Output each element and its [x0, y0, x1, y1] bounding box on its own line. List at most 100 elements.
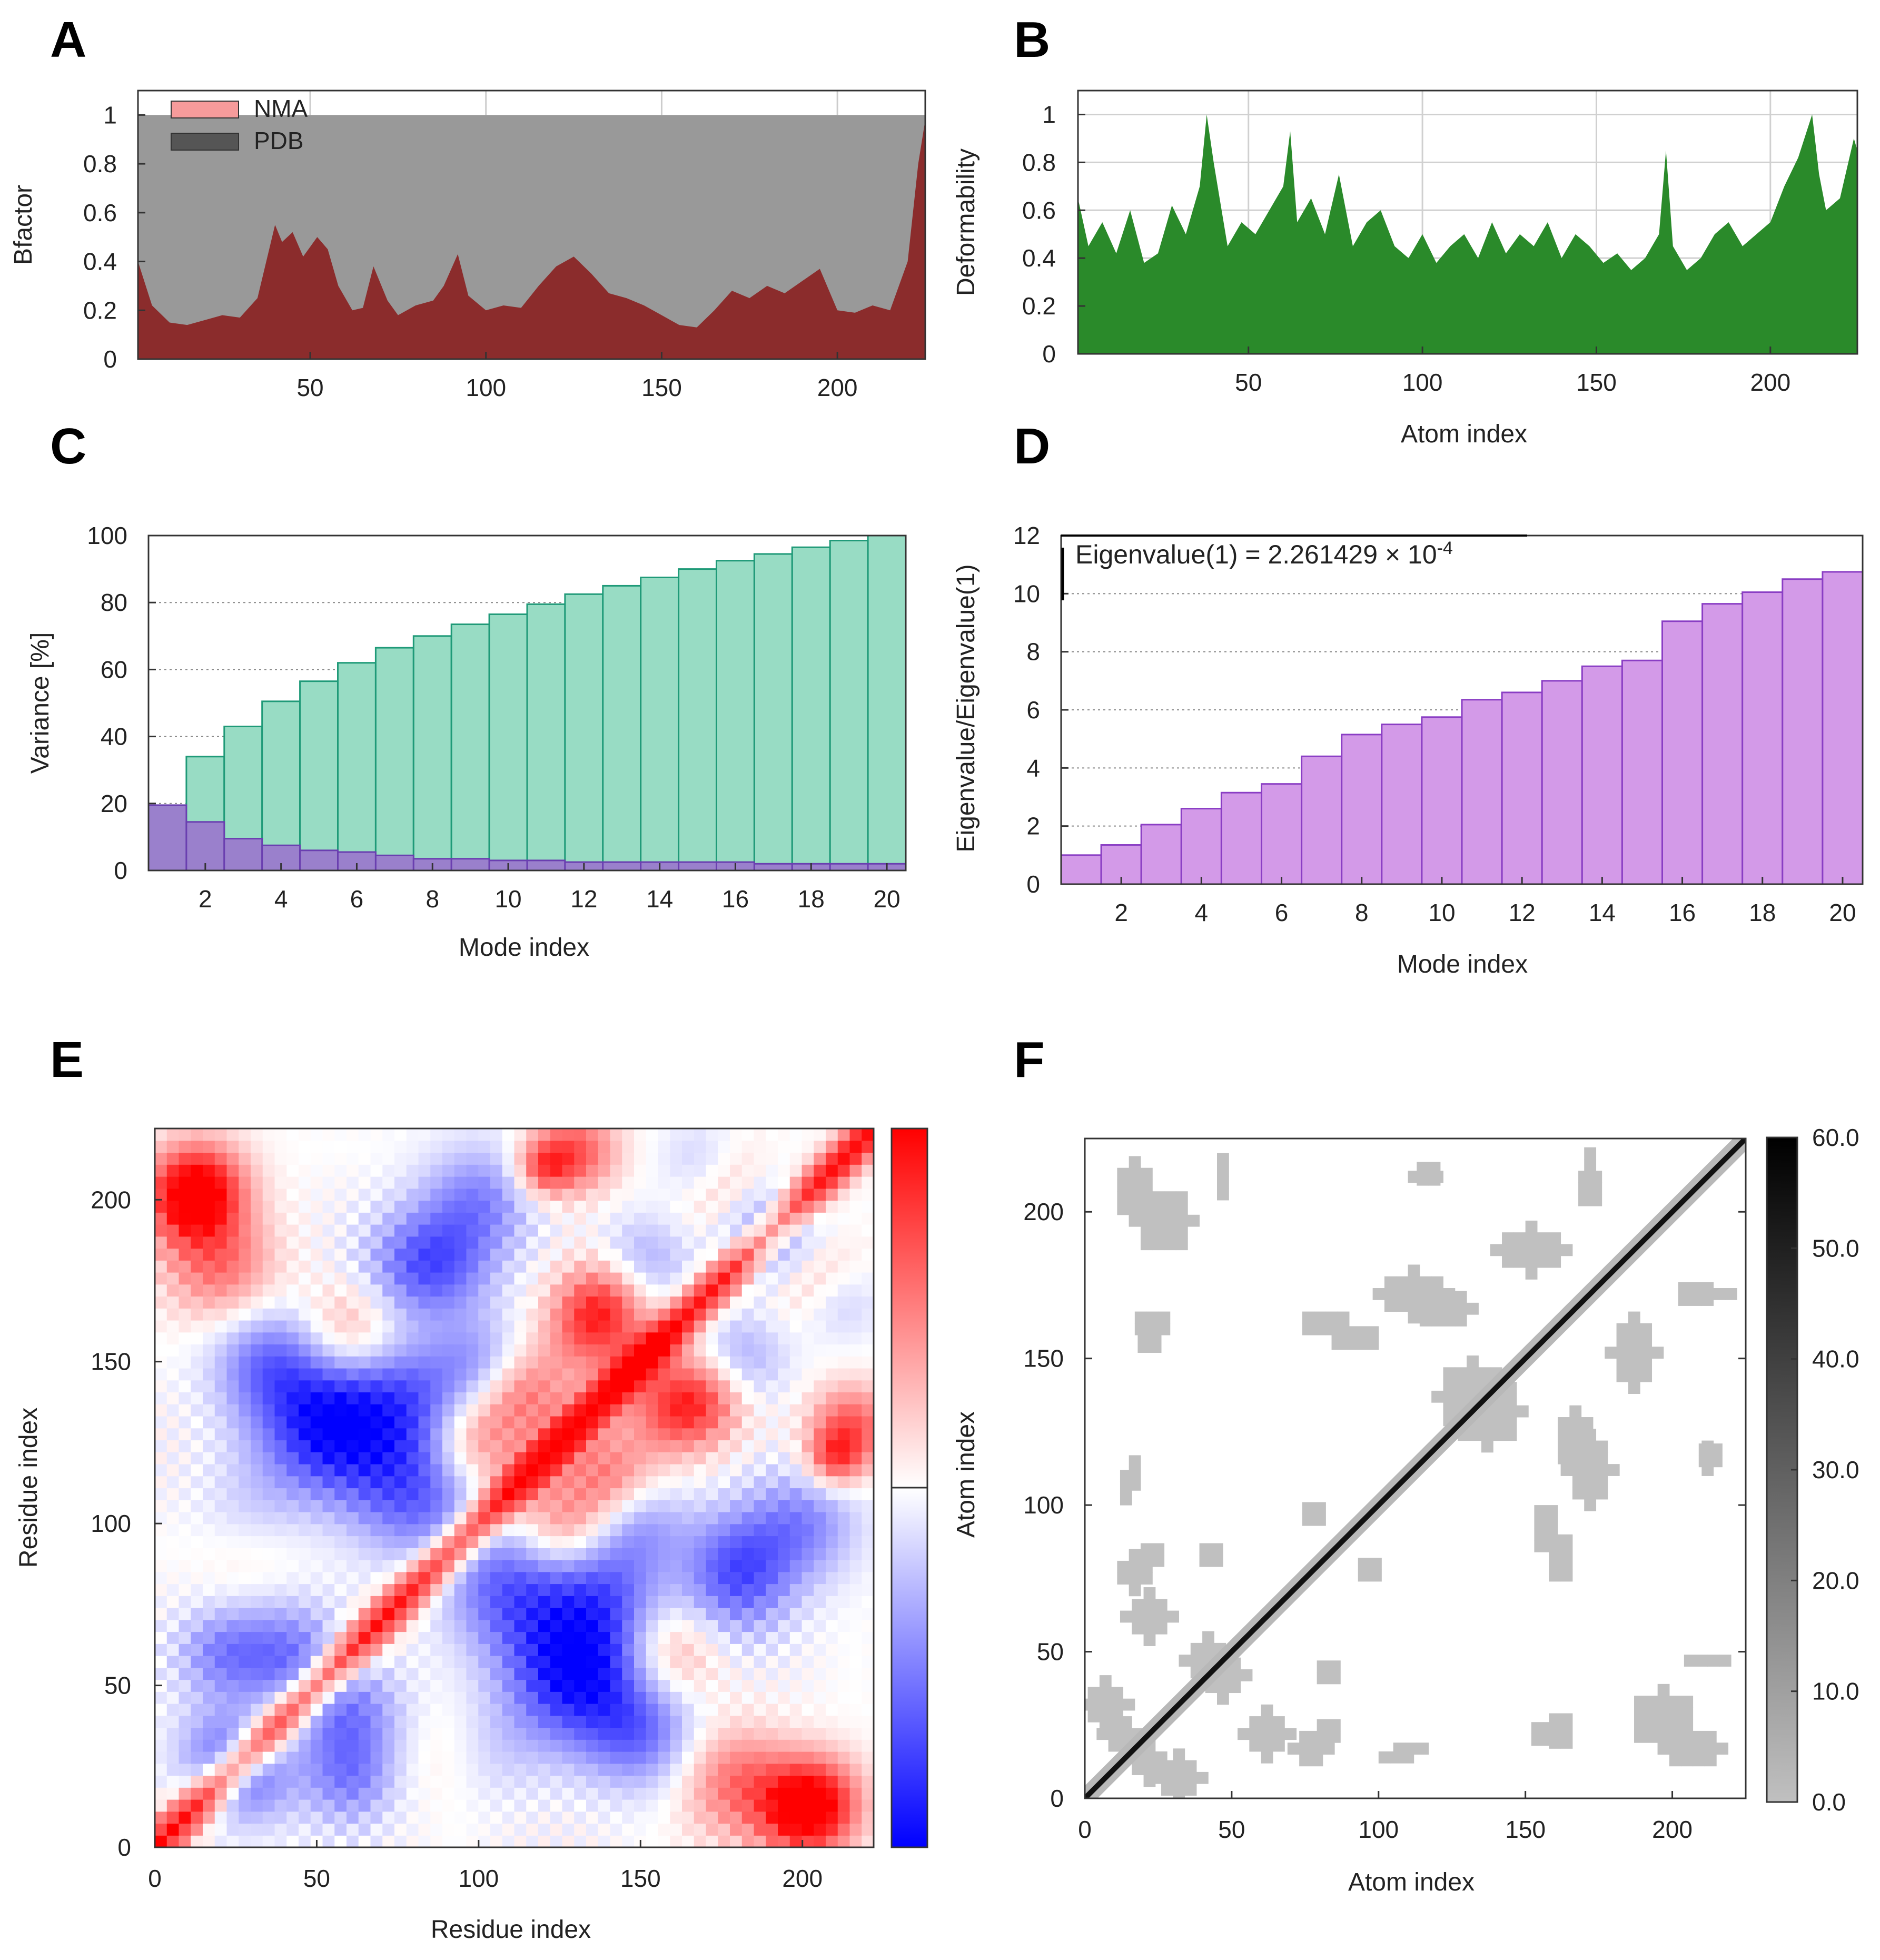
heatmap-cell [418, 1392, 431, 1404]
heatmap-cell [430, 1751, 443, 1764]
heatmap-cell [610, 1200, 622, 1213]
heatmap-cell [251, 1248, 263, 1261]
heatmap-cell [322, 1476, 335, 1489]
heatmap-cell [574, 1236, 587, 1249]
heatmap-cell [550, 1368, 563, 1381]
heatmap-cell [526, 1691, 539, 1704]
heatmap-cell [802, 1380, 814, 1393]
heatmap-cell [251, 1224, 263, 1237]
heatmap-cell [179, 1464, 191, 1477]
heatmap-cell [239, 1560, 251, 1572]
heatmap-cell [789, 1548, 803, 1560]
contact-cell [1140, 1214, 1153, 1227]
heatmap-cell [538, 1272, 551, 1285]
heatmap-cell [203, 1308, 215, 1321]
heatmap-cell [490, 1727, 503, 1740]
heatmap-cell [622, 1464, 635, 1477]
contact-cell [1531, 1722, 1543, 1734]
heatmap-cell [310, 1763, 323, 1776]
heatmap-cell [478, 1248, 491, 1261]
heatmap-cell [286, 1464, 299, 1477]
heatmap-cell [766, 1380, 778, 1393]
heatmap-cell [862, 1704, 874, 1716]
contact-cell [1155, 1763, 1167, 1775]
heatmap-cell [514, 1787, 527, 1800]
heatmap-cell [706, 1140, 718, 1153]
heatmap-cell [203, 1835, 215, 1847]
heatmap-cell [203, 1284, 215, 1297]
heatmap-cell [179, 1583, 191, 1596]
heatmap-cell [538, 1200, 551, 1213]
bar [1742, 591, 1784, 885]
heatmap-cell [682, 1739, 695, 1752]
contact-cell [1481, 1429, 1493, 1441]
heatmap-cell [741, 1416, 755, 1429]
contact-cell [1140, 1191, 1153, 1204]
heatmap-cell [418, 1452, 431, 1464]
contact-cell [1164, 1226, 1176, 1239]
heatmap-cell [358, 1428, 371, 1441]
heatmap-cell [837, 1392, 850, 1404]
heatmap-cell [682, 1704, 695, 1716]
heatmap-cell [694, 1332, 707, 1345]
heatmap-cell [502, 1811, 515, 1824]
heatmap-cell [814, 1212, 826, 1225]
heatmap-cell [442, 1356, 455, 1369]
heatmap-cell [299, 1488, 311, 1500]
heatmap-cell [466, 1368, 479, 1381]
heatmap-cell [490, 1452, 503, 1464]
heatmap-cell [203, 1344, 215, 1357]
heatmap-cell [166, 1320, 180, 1333]
heatmap-cell [741, 1380, 755, 1393]
heatmap-cell [514, 1356, 527, 1369]
heatmap-cell [730, 1212, 743, 1225]
heatmap-cell [274, 1452, 287, 1464]
contact-cell [1238, 1728, 1250, 1740]
bar [450, 858, 490, 872]
heatmap-cell [670, 1188, 682, 1201]
heatmap-cell [634, 1248, 647, 1261]
heatmap-cell [730, 1787, 743, 1800]
heatmap-cell [334, 1296, 347, 1309]
contact-cell [1707, 1655, 1720, 1667]
heatmap-cell [598, 1476, 611, 1489]
heatmap-cell [382, 1392, 395, 1404]
heatmap-cell [849, 1176, 862, 1189]
heatmap-cell [754, 1356, 766, 1369]
heatmap-cell [239, 1548, 251, 1560]
heatmap-cell [406, 1260, 419, 1273]
contact-cell [1572, 1440, 1585, 1453]
heatmap-cell [394, 1656, 407, 1668]
heatmap-cell [682, 1332, 695, 1345]
heatmap-cell [862, 1727, 874, 1740]
heatmap-cell [166, 1799, 180, 1812]
heatmap-cell [418, 1224, 431, 1237]
heatmap-cell [766, 1512, 778, 1525]
y-tick-label: 150 [1023, 1345, 1064, 1372]
heatmap-cell [478, 1715, 491, 1728]
heatmap-cell [406, 1296, 419, 1309]
heatmap-cell [226, 1775, 239, 1788]
heatmap-cell [754, 1224, 766, 1237]
heatmap-cell [849, 1739, 862, 1752]
heatmap-cell [741, 1608, 755, 1620]
contact-cell [1505, 1405, 1517, 1418]
heatmap-cell [849, 1619, 862, 1632]
heatmap-cell [251, 1608, 263, 1620]
heatmap-cell [658, 1799, 670, 1812]
heatmap-cell [262, 1811, 275, 1824]
heatmap-cell [274, 1763, 287, 1776]
heatmap-cell [741, 1727, 755, 1740]
heatmap-cell [430, 1644, 443, 1656]
heatmap-cell [262, 1691, 275, 1704]
heatmap-cell [418, 1835, 431, 1847]
heatmap-cell [251, 1428, 263, 1441]
heatmap-cell [670, 1224, 682, 1237]
heatmap-cell [286, 1272, 299, 1285]
heatmap-cell [586, 1536, 599, 1548]
heatmap-cell [442, 1823, 455, 1836]
heatmap-cell [741, 1140, 755, 1153]
heatmap-cell [191, 1464, 203, 1477]
heatmap-cell [849, 1152, 862, 1165]
heatmap-cell [454, 1583, 467, 1596]
